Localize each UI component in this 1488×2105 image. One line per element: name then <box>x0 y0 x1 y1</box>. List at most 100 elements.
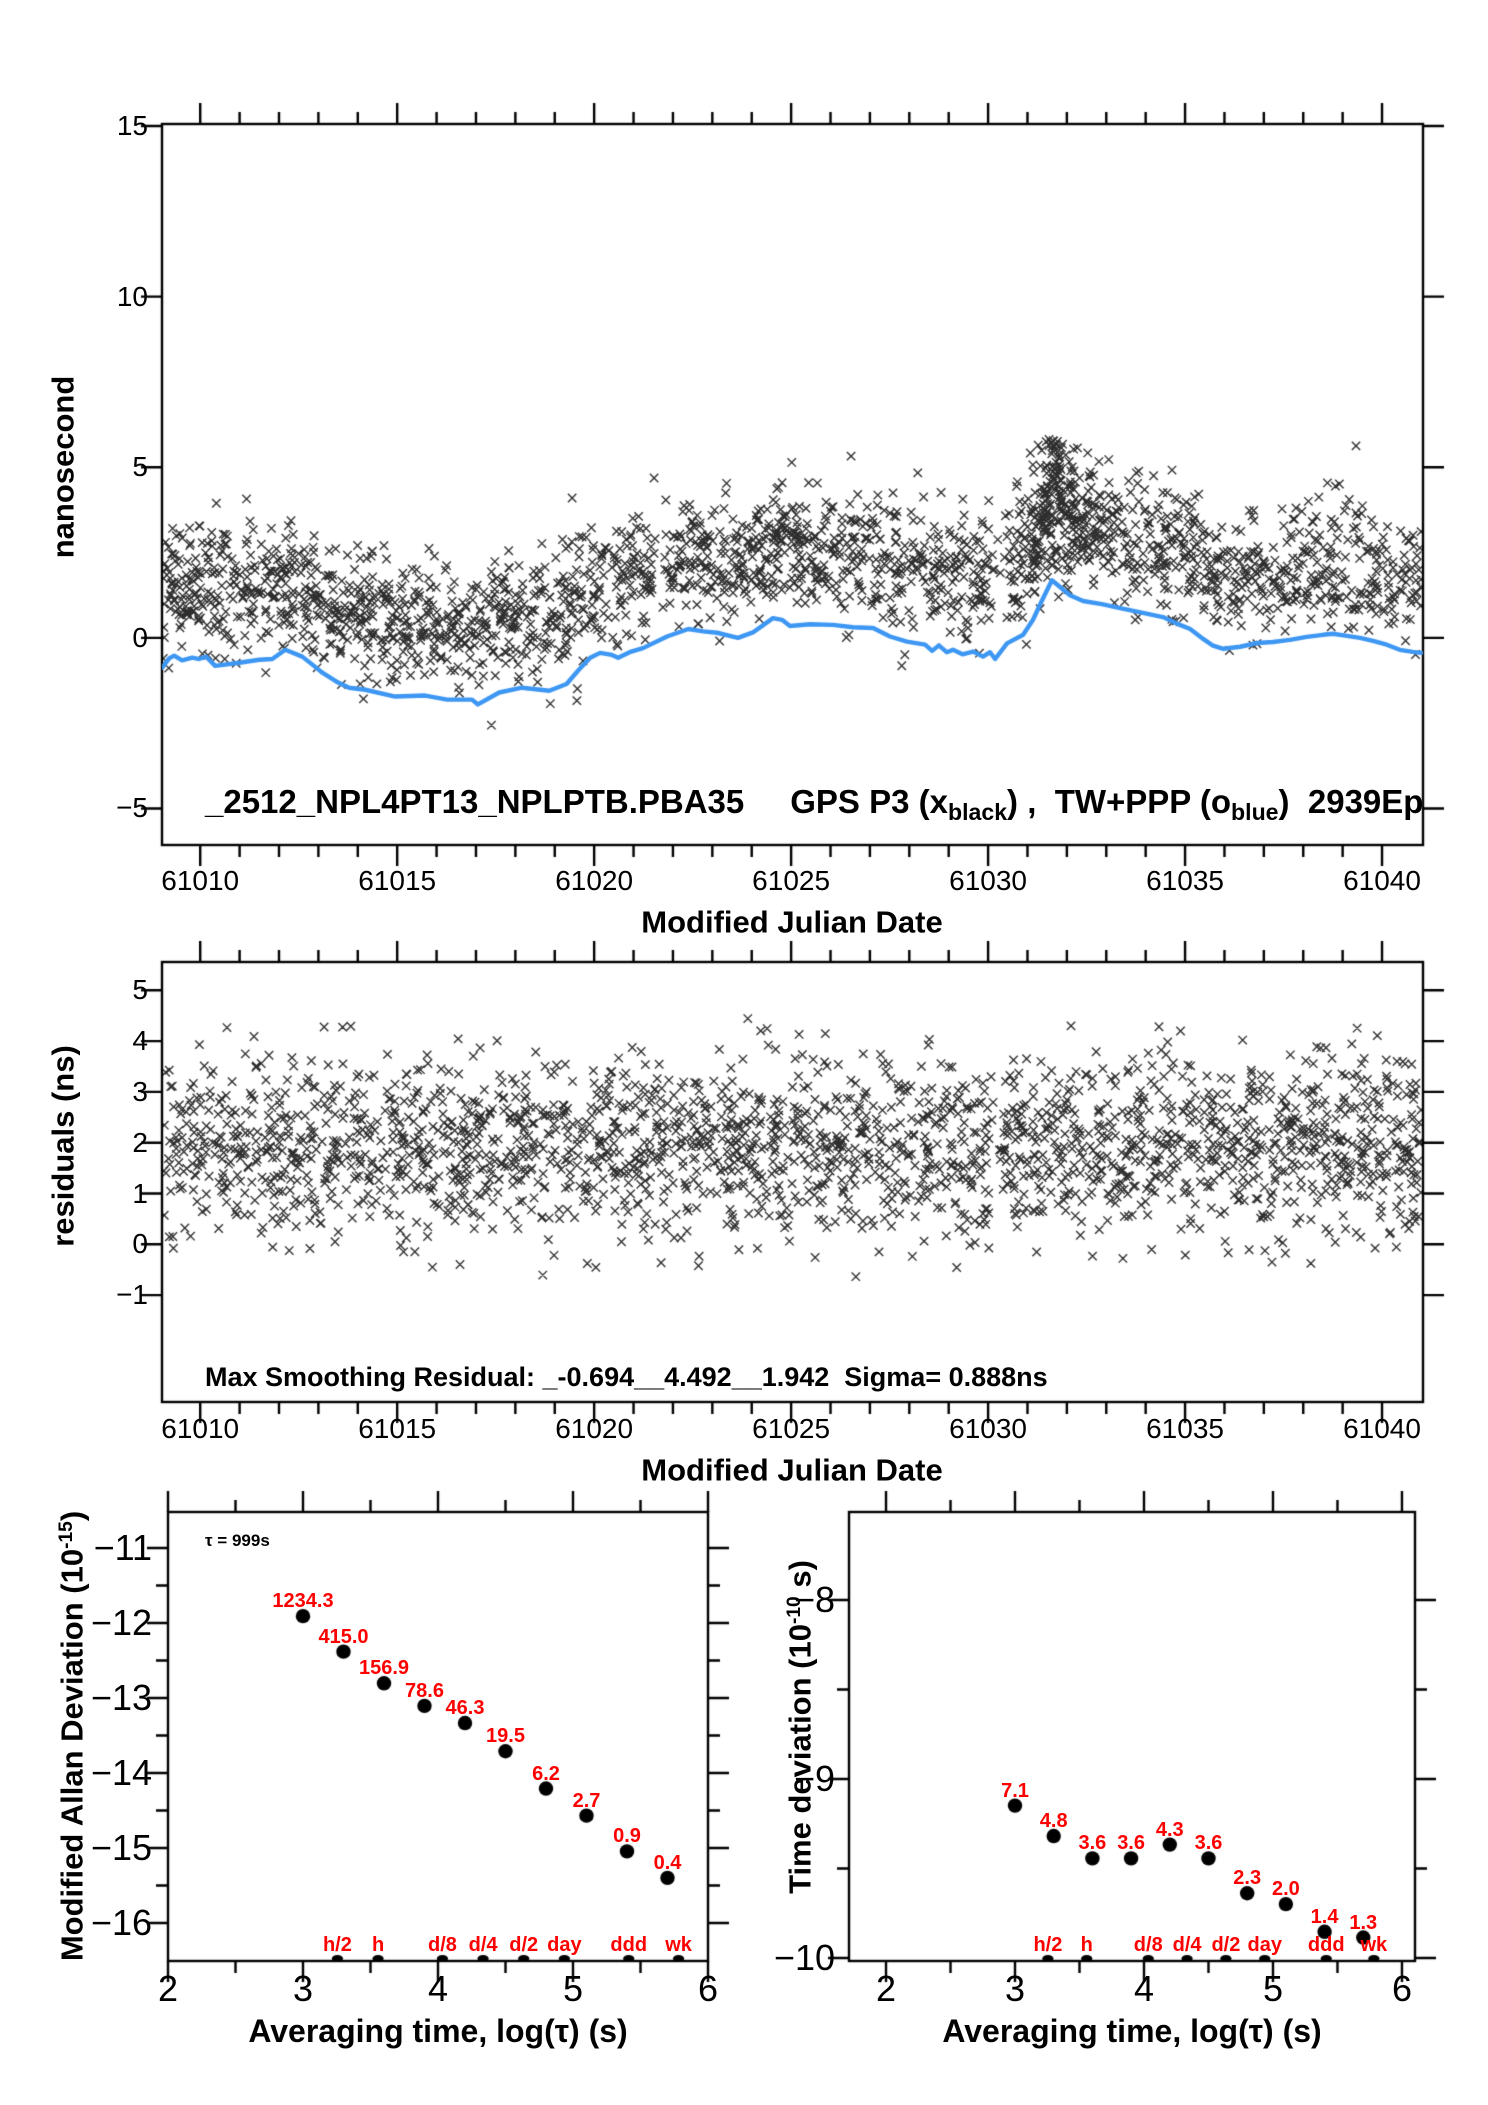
x-tick-label: 3 <box>1004 1968 1026 2009</box>
x-tick-label: 61025 <box>752 1413 831 1444</box>
y-tick-label: −1 <box>116 1279 148 1311</box>
deviation-value-label: 46.3 <box>445 1697 485 1720</box>
tau-category-label: wk <box>1360 1934 1388 1956</box>
tau-category-label: ddd <box>1307 1934 1345 1956</box>
title-sub-blue: blue <box>1231 798 1279 825</box>
tau-category-label: h <box>1080 1934 1093 1956</box>
y-tick-label: −15 <box>90 1826 152 1868</box>
deviation-value-label: 3.6 <box>1117 1832 1145 1855</box>
deviation-value-label: 78.6 <box>405 1679 444 1702</box>
x-tick-label: 61010 <box>161 1413 240 1444</box>
y-tick-label: 0 <box>132 621 148 653</box>
top-y-axis-title: nanosecond <box>45 375 81 559</box>
x-tick-label: 61025 <box>752 865 831 896</box>
y-tick-label: −11 <box>93 1526 152 1568</box>
x-tick-label: 2 <box>876 1968 897 2009</box>
x-tick-label: 3 <box>292 1968 314 2009</box>
tau-category-label: h/2 <box>1033 1934 1063 1956</box>
mdev-y-title-exponent: -15 <box>55 1521 77 1549</box>
deviation-value-label: 19.5 <box>486 1725 525 1748</box>
deviation-value-label: 3.6 <box>1194 1832 1223 1855</box>
mdev-y-title-main: Modified Allan Deviation (10 <box>54 1548 90 1962</box>
x-tick-label: 61040 <box>1343 865 1421 896</box>
tau-category-label: h <box>371 1934 385 1956</box>
x-tick-label: 61030 <box>949 1413 1028 1444</box>
title-sub-black: black <box>947 798 1008 825</box>
x-tick-label: 4 <box>427 1968 449 2009</box>
y-tick-label: −14 <box>90 1751 152 1793</box>
deviation-value-label: 1234.3 <box>272 1590 334 1613</box>
tau-category-label: d/8 <box>428 1934 457 1956</box>
y-tick-label: 4 <box>132 1025 148 1057</box>
tau-category-label: d/4 <box>1172 1934 1202 1956</box>
deviation-value-label: 0.9 <box>613 1825 641 1848</box>
deviation-value-label: 3.6 <box>1078 1832 1107 1855</box>
mdev-y-title-close: ) <box>54 1510 90 1522</box>
tau-category-label: wk <box>665 1934 692 1956</box>
y-tick-label: 15 <box>116 110 148 142</box>
title-epochs: ) 2939Ep <box>1278 783 1424 820</box>
tau-category-label: day <box>1247 1934 1282 1956</box>
tau-category-label: d/8 <box>1133 1934 1163 1956</box>
y-tick-label: 0 <box>132 1228 148 1260</box>
title-dataset-id: _2512_NPL4PT13_NPLPTB.PBA35 <box>205 783 745 820</box>
x-tick-label: 61020 <box>555 865 634 896</box>
tau-category-label: day <box>547 1934 582 1956</box>
deviation-value-label: 2.0 <box>1271 1878 1300 1901</box>
tau-annotation: τ = 999s <box>205 1531 270 1550</box>
x-tick-label: 61010 <box>161 865 240 896</box>
x-tick-label: 5 <box>1262 1968 1283 2009</box>
deviation-value-label: 2.3 <box>1233 1867 1262 1890</box>
deviation-value-label: 415.0 <box>318 1625 369 1648</box>
residual-annotation: Max Smoothing Residual: _-0.694__4.492__… <box>205 1362 1048 1392</box>
y-tick-label: −16 <box>90 1901 152 1943</box>
y-tick-label: 2 <box>132 1126 148 1158</box>
tau-category-label: ddd <box>610 1934 648 1956</box>
y-tick-label: 1 <box>132 1177 148 1209</box>
x-tick-label: 61035 <box>1146 865 1224 896</box>
title-twppp-part: ) , TW+PPP (o <box>1007 783 1232 820</box>
tau-category-label: d/2 <box>1211 1934 1241 1956</box>
deviation-value-label: 6.2 <box>532 1762 560 1785</box>
deviation-value-label: 4.8 <box>1039 1810 1068 1833</box>
tau-category-label: d/4 <box>468 1934 498 1956</box>
top-panel-title: _2512_NPL4PT13_NPLPTB.PBA35 GPS P3 (xblac… <box>205 785 1423 824</box>
y-tick-label: −8 <box>793 1579 835 1621</box>
y-tick-label: −9 <box>793 1758 835 1799</box>
y-tick-label: −5 <box>116 792 148 824</box>
x-tick-label: 61040 <box>1343 1413 1421 1444</box>
deviation-value-label: 156.9 <box>358 1657 410 1680</box>
y-tick-label: 5 <box>132 451 148 483</box>
x-tick-label: 61015 <box>358 1413 437 1444</box>
x-tick-label: 6 <box>1391 1968 1412 2009</box>
x-tick-label: 61020 <box>555 1413 634 1444</box>
x-tick-label: 61015 <box>358 865 437 896</box>
deviation-value-label: 0.4 <box>653 1851 682 1874</box>
y-tick-label: 10 <box>116 280 148 312</box>
middle-x-axis-title: Modified Julian Date <box>641 1452 943 1488</box>
x-tick-label: 6 <box>697 1968 719 2009</box>
y-tick-label: −12 <box>90 1601 152 1643</box>
x-tick-label: 2 <box>157 1968 179 2009</box>
y-tick-label: 5 <box>132 974 148 1006</box>
deviation-value-label: 1.4 <box>1310 1905 1339 1928</box>
y-tick-label: 3 <box>132 1075 148 1107</box>
deviation-value-label: 1.3 <box>1349 1911 1378 1934</box>
mdev-y-axis-title: Modified Allan Deviation (10-15) <box>54 1510 90 1962</box>
deviation-value-label: 2.7 <box>572 1789 601 1812</box>
x-tick-label: 61035 <box>1146 1413 1224 1444</box>
x-tick-label: 4 <box>1133 1968 1154 2009</box>
mdev-x-axis-title: Averaging time, log(τ) (s) <box>248 2013 628 2049</box>
tau-category-label: d/2 <box>509 1934 539 1956</box>
deviation-value-label: 7.1 <box>1001 1779 1029 1802</box>
x-tick-label: 61030 <box>949 865 1028 896</box>
x-tick-label: 5 <box>562 1968 584 2009</box>
top-x-axis-title: Modified Julian Date <box>641 904 943 940</box>
middle-y-axis-title: residuals (ns) <box>45 1045 81 1247</box>
y-tick-label: −13 <box>90 1676 152 1718</box>
tdev-x-axis-title: Averaging time, log(τ) (s) <box>942 2013 1322 2049</box>
deviation-value-label: 4.3 <box>1155 1818 1184 1841</box>
tau-category-label: h/2 <box>322 1934 352 1956</box>
title-gps-part: GPS P3 (x <box>790 783 948 820</box>
